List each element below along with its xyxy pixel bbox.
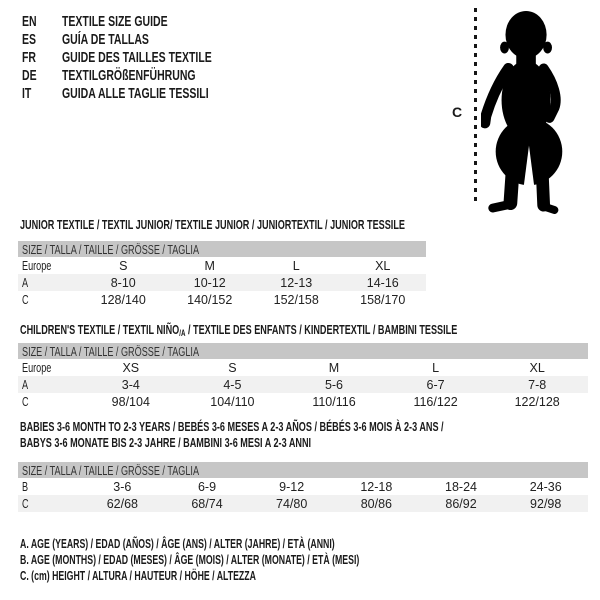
table-row: B 3-6 6-9 9-12 12-18 18-24 24-36 [18,478,588,495]
table-row: Europe XS S M L XL [18,359,588,376]
table-cell: 12-13 [280,275,313,290]
table-row: Europe S M L XL [18,257,426,274]
table-cell: 80/86 [360,496,392,511]
table-cell: 68/74 [191,496,223,511]
table-cell: XL [529,360,545,375]
language-list: EN TEXTILE SIZE GUIDE ES GUÍA DE TALLAS … [22,12,276,102]
table-cell: L [432,360,440,375]
table-row: A 8-10 10-12 12-13 14-16 [18,274,426,291]
table-cell: L [292,258,300,273]
table-cell: 62/68 [106,496,138,511]
table-cell: 158/170 [360,292,406,307]
table-cell: 8-10 [110,275,136,290]
footnote-line-c: C. (cm) HEIGHT / ALTURA / HAUTEUR / HÖHE… [20,568,256,583]
table-row: C 98/104 104/110 110/116 116/122 122/128 [18,393,588,410]
table-cell: 7-8 [528,377,547,392]
table-cell: 152/158 [273,292,319,307]
language-code: IT [22,84,32,102]
language-code: DE [22,66,37,84]
babies-table-title: BABIES 3-6 MONTH TO 2-3 YEARS / BEBÉS 3-… [20,419,444,450]
table-cell: XS [122,360,140,375]
table-cell: 74/80 [276,496,308,511]
height-dotted-line [474,8,477,206]
table-cell: 5-6 [324,377,344,392]
language-row-en: EN TEXTILE SIZE GUIDE [22,12,276,30]
table-cell: M [328,360,340,375]
language-title: TEXTILE SIZE GUIDE [62,12,168,30]
size-header-band: SIZE / TALLA / TAILLE / GRÖSSE / TAGLIA [18,343,588,359]
language-code: EN [22,12,37,30]
row-label: B [22,479,29,494]
footnote-line-a: A. AGE (YEARS) / EDAD (AÑOS) / ÂGE (ANS)… [20,537,335,551]
language-title: TEXTILGRÖßENFÜHRUNG [62,66,196,84]
table-cell: 24-36 [529,479,562,494]
table-cell: S [228,360,237,375]
table-cell: 3-6 [113,479,132,494]
language-title: GUIDE DES TAILLES TEXTILE [62,48,212,66]
table-cell: 98/104 [111,394,150,409]
table-cell: 14-16 [366,275,399,290]
childrens-table-title: CHILDREN'S TEXTILE / TEXTIL NIÑO/A / TEX… [20,322,458,338]
table-cell: 122/128 [514,394,560,409]
row-label: C [22,394,29,409]
size-header-band: SIZE / TALLA / TAILLE / GRÖSSE / TAGLIA [18,462,588,478]
language-code: FR [22,48,36,66]
title-subscript: /A [179,327,186,338]
table-cell: 128/140 [100,292,146,307]
footnotes: A. AGE (YEARS) / EDAD (AÑOS) / ÂGE (ANS)… [20,537,505,584]
language-title: GUIDA ALLE TAGLIE TESSILI [62,84,209,102]
table-cell: 6-9 [197,479,217,494]
row-label: C [22,496,29,511]
table-row: C 128/140 140/152 152/158 158/170 [18,291,426,308]
table-cell: 18-24 [445,479,478,494]
table-cell: 9-12 [279,479,305,494]
table-cell: 116/122 [413,394,458,409]
childrens-table: SIZE / TALLA / TAILLE / GRÖSSE / TAGLIA … [18,343,588,410]
footnote-line-b: B. AGE (MONTHS) / EDAD (MESES) / ÂGE (MO… [20,552,360,567]
table-cell: M [204,258,215,273]
figure-height-label: C [452,104,463,120]
row-label: Europe [22,258,52,273]
table-cell: 10-12 [193,275,226,290]
row-label: A [22,275,29,290]
language-code: ES [22,30,37,48]
table-cell: 110/116 [312,394,356,409]
row-label: A [22,377,29,392]
table-cell: 104/110 [210,394,255,409]
table-cell: XL [375,258,391,273]
table-cell: 3-4 [121,377,140,392]
junior-table-title: JUNIOR TEXTILE / TEXTIL JUNIOR/ TEXTILE … [20,217,405,232]
table-row: A 3-4 4-5 5-6 6-7 7-8 [18,376,588,393]
language-row-es: ES GUÍA DE TALLAS [22,30,276,48]
table-cell: S [119,258,128,273]
language-row-de: DE TEXTILGRÖßENFÜHRUNG [22,66,276,84]
size-header-band: SIZE / TALLA / TAILLE / GRÖSSE / TAGLIA [18,241,426,257]
table-row: C 62/68 68/74 74/80 80/86 86/92 92/98 [18,495,588,512]
row-label: Europe [22,360,52,375]
table-cell: 92/98 [530,496,562,511]
table-cell: 140/152 [187,292,233,307]
table-cell: 12-18 [360,479,393,494]
language-title: GUÍA DE TALLAS [62,30,149,48]
language-row-it: IT GUIDA ALLE TAGLIE TESSILI [22,84,276,102]
table-cell: 6-7 [426,377,445,392]
baby-silhouette-icon [481,10,563,214]
table-cell: 4-5 [223,377,242,392]
language-row-fr: FR GUIDE DES TAILLES TEXTILE [22,48,276,66]
babies-table: SIZE / TALLA / TAILLE / GRÖSSE / TAGLIA … [18,462,588,512]
junior-table: SIZE / TALLA / TAILLE / GRÖSSE / TAGLIA … [18,241,426,308]
table-cell: 86/92 [445,496,477,511]
row-label: C [22,292,29,307]
